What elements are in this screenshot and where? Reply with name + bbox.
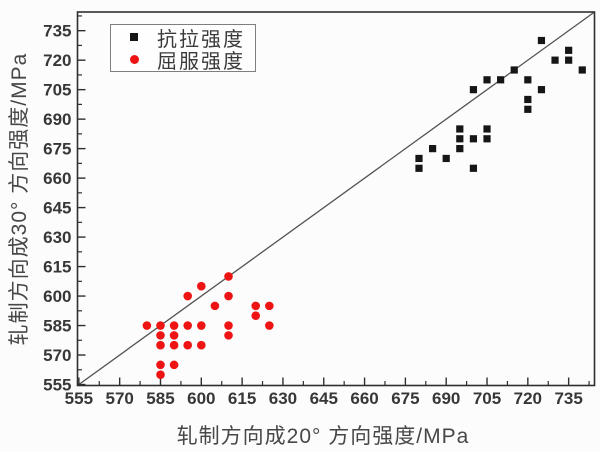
svg-text:600: 600 <box>43 287 71 306</box>
svg-text:705: 705 <box>473 389 501 408</box>
svg-text:570: 570 <box>43 346 71 365</box>
svg-text:735: 735 <box>43 22 71 41</box>
svg-text:675: 675 <box>43 140 71 159</box>
svg-text:720: 720 <box>514 389 542 408</box>
y-axis-ticks: 555 570 585 600 615 630 645 660 675 690 705 720 735 <box>43 22 86 395</box>
svg-text:690: 690 <box>432 389 460 408</box>
x-axis-title: 轧制方向成20° 方向强度/MPa <box>176 425 470 448</box>
legend-item-tensile: 抗拉强度 <box>111 26 245 51</box>
svg-text:585: 585 <box>146 389 174 408</box>
minor-ticks <box>77 15 590 386</box>
legend-label-tensile: 抗拉强度 <box>157 28 245 51</box>
y-axis-title: 轧制方向成30° 方向强度/MPa <box>8 52 31 346</box>
series-points-tensile <box>415 36 586 172</box>
svg-text:615: 615 <box>228 389 256 408</box>
svg-text:720: 720 <box>43 51 71 70</box>
square-marker-icon <box>130 33 138 41</box>
svg-text:645: 645 <box>43 199 71 218</box>
svg-text:600: 600 <box>187 389 215 408</box>
legend-marker-cell <box>111 33 157 41</box>
svg-text:660: 660 <box>43 169 71 188</box>
svg-text:555: 555 <box>65 389 93 408</box>
legend: 抗拉强度 屈服强度 <box>110 24 256 73</box>
svg-text:630: 630 <box>269 389 297 408</box>
svg-text:570: 570 <box>105 389 133 408</box>
svg-text:660: 660 <box>350 389 378 408</box>
svg-text:645: 645 <box>310 389 338 408</box>
circle-marker-icon <box>129 54 139 64</box>
plot-frame <box>76 11 596 387</box>
legend-marker-cell <box>111 54 157 64</box>
svg-text:735: 735 <box>554 389 582 408</box>
svg-text:705: 705 <box>43 81 71 100</box>
svg-text:690: 690 <box>43 110 71 129</box>
series-points-yield <box>142 272 274 379</box>
x-axis-ticks: 555 570 585 600 615 630 645 660 675 690 705 720 735 <box>65 377 583 408</box>
svg-text:585: 585 <box>43 317 71 336</box>
legend-item-yield: 屈服强度 <box>111 48 245 73</box>
legend-label-yield: 屈服强度 <box>157 50 245 73</box>
svg-text:615: 615 <box>43 258 71 277</box>
svg-text:630: 630 <box>43 228 71 247</box>
svg-text:675: 675 <box>391 389 419 408</box>
svg-text:555: 555 <box>43 376 71 395</box>
